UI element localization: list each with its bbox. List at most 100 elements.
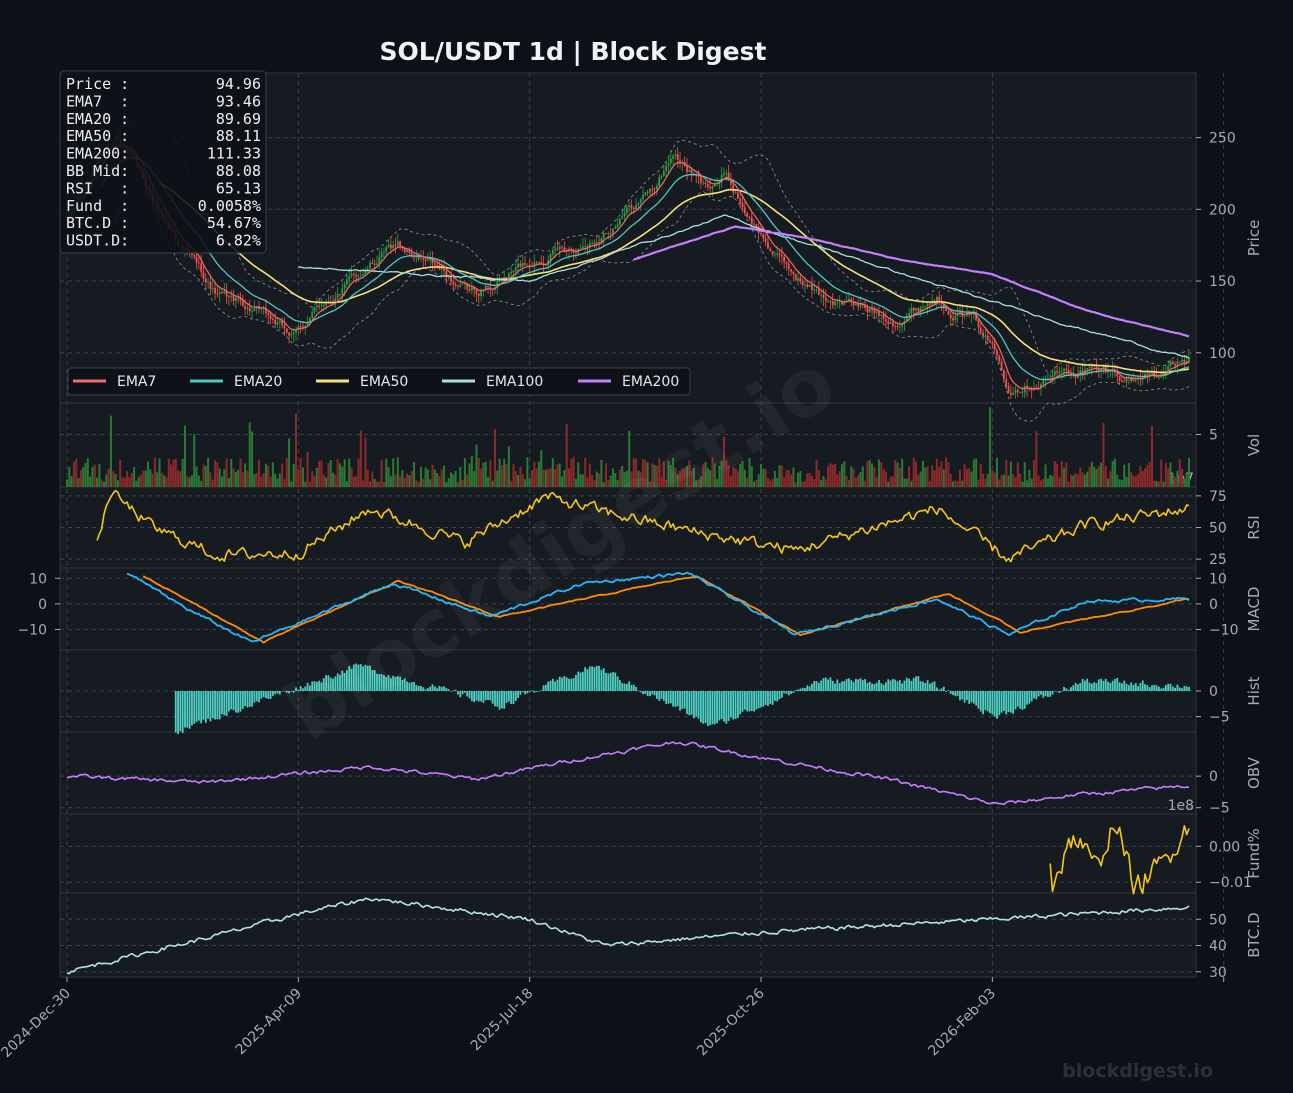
candle-body	[288, 332, 290, 336]
candle-body	[952, 318, 954, 321]
hist-bar	[732, 691, 735, 720]
candle-body	[679, 160, 681, 164]
hist-bar	[184, 691, 186, 728]
candle-body	[755, 224, 758, 227]
volume-bar	[1039, 480, 1042, 487]
hist-bar	[1030, 691, 1033, 702]
candle-body	[732, 184, 735, 193]
volume-bar	[216, 462, 219, 487]
hist-bar	[808, 686, 811, 691]
hist-bar	[704, 691, 707, 724]
volume-bar	[1049, 475, 1052, 487]
candle-body	[649, 188, 651, 193]
hist-bar	[1169, 683, 1172, 691]
volume-bar	[653, 464, 656, 487]
ema50-line	[159, 182, 1190, 374]
hist-bar	[450, 691, 452, 692]
hist-bar	[656, 691, 658, 699]
volume-bar	[93, 464, 96, 487]
candle-body	[861, 304, 864, 306]
hist-bar	[480, 691, 482, 702]
candle-body	[507, 273, 510, 279]
volume-bar	[739, 463, 742, 487]
volume-bar	[637, 470, 640, 487]
candle-body	[1056, 371, 1059, 373]
hist-bar	[318, 680, 321, 691]
legend: EMA7 EMA20 EMA50 EMA100 EMA200	[67, 367, 691, 396]
volume-bar	[713, 463, 716, 487]
hist-bar	[854, 678, 857, 691]
volume-bar	[718, 465, 721, 487]
volume-bar	[915, 461, 918, 487]
volume-bar	[1007, 475, 1010, 487]
hist-bar	[572, 678, 575, 691]
candle-body	[922, 306, 924, 308]
volume-bar	[958, 469, 961, 487]
candle-body	[926, 303, 929, 307]
volume-bar	[126, 471, 129, 487]
hist-bar	[871, 683, 873, 691]
hist-bar	[600, 669, 603, 691]
volume-bar	[318, 460, 321, 487]
hist-bar	[540, 690, 543, 691]
volume-bar	[764, 468, 767, 487]
hist-bar	[470, 691, 473, 702]
volume-bar	[642, 459, 645, 487]
volume-bar	[468, 463, 471, 487]
volume-bar	[1109, 471, 1112, 487]
volume-bar	[100, 479, 103, 487]
volume-bar	[512, 464, 515, 487]
volume-bar	[1037, 475, 1040, 487]
volume-bar	[255, 472, 258, 487]
candle-body	[996, 350, 998, 356]
volume-bar	[1058, 477, 1061, 487]
candle-body	[903, 320, 906, 324]
candle-body	[214, 287, 216, 294]
hist-bar	[1046, 691, 1049, 697]
candle-body	[202, 271, 205, 279]
hist-bar	[683, 691, 686, 709]
volume-bar	[651, 463, 654, 487]
volume-bar	[658, 458, 661, 487]
volume-bar	[1044, 464, 1047, 487]
volume-bar	[352, 476, 355, 487]
volume-bar	[537, 461, 540, 487]
hist-bar	[982, 691, 985, 715]
candle-body	[489, 287, 492, 290]
candle-body	[848, 298, 850, 301]
candle-body	[595, 242, 598, 245]
volume-bar	[433, 469, 436, 487]
candle-body	[815, 289, 818, 291]
volume-bar	[149, 469, 152, 487]
hist-bar	[320, 682, 323, 691]
volume-bar	[480, 468, 483, 487]
hist-bar	[267, 691, 270, 699]
hist-bar	[387, 675, 390, 691]
candle-body	[857, 303, 860, 307]
info-label: BTC.D :	[66, 214, 129, 232]
volume-bar	[965, 469, 968, 487]
hist-bar	[644, 691, 647, 694]
candle-body	[1171, 361, 1174, 365]
volume-bar	[227, 478, 230, 487]
candle-body	[466, 283, 469, 290]
volume-bar	[82, 467, 85, 487]
volume-bar	[878, 459, 881, 487]
volume-bar	[500, 465, 503, 487]
candle-body	[369, 262, 371, 269]
volume-bar	[716, 479, 719, 487]
volume-bar	[401, 470, 404, 487]
candle-body	[440, 268, 443, 270]
volume-bar	[202, 464, 205, 487]
candle-body	[232, 295, 235, 301]
hist-bar	[426, 688, 429, 691]
volume-bar	[521, 474, 524, 487]
hist-bar	[394, 676, 397, 691]
candle-body	[484, 285, 487, 290]
candle-body	[526, 264, 529, 266]
candle-body	[1153, 372, 1156, 375]
candle-body	[859, 304, 862, 307]
volume-bar	[237, 470, 240, 487]
volume-bar	[588, 464, 591, 487]
candle-body	[915, 308, 917, 311]
